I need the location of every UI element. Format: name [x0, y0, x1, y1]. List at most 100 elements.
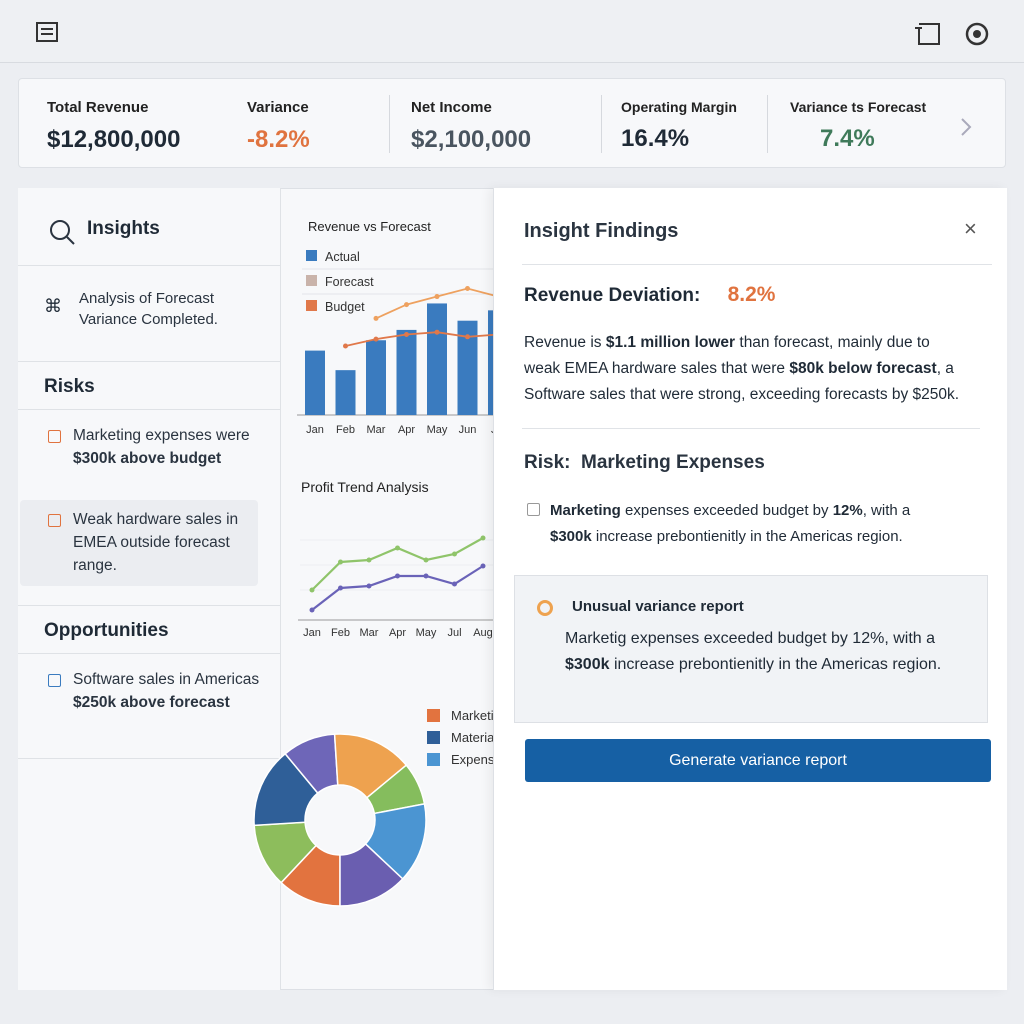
text-run: increase prebontienitly in the Americas …	[591, 528, 903, 545]
text-run: Software sales in Americas	[73, 671, 260, 688]
text-run: , with a	[862, 502, 911, 519]
opp-header: Opportunities	[18, 605, 280, 653]
window-icon[interactable]	[914, 22, 942, 46]
x-tick-label: Mar	[367, 424, 386, 436]
text-run: Marketig expenses exceeded budget by 12%…	[565, 630, 936, 647]
x-tick-label: Apr	[398, 424, 415, 436]
text-run: , a Software sales that were strong, exc…	[524, 360, 960, 403]
deviation-value: 8.2%	[727, 283, 776, 306]
text-run: expenses exceeded budget by	[620, 502, 833, 519]
next-arrow[interactable]	[959, 117, 973, 137]
text-run: $80k below forecast	[789, 360, 937, 377]
point	[309, 607, 315, 613]
point	[480, 563, 486, 569]
point	[434, 329, 440, 335]
opp-item: Software sales in Americas $250k above f…	[18, 653, 280, 759]
point	[465, 334, 470, 340]
point	[423, 557, 429, 563]
kpi: Total Revenue $12,800,000	[47, 99, 180, 154]
menu-icon[interactable]	[36, 22, 60, 44]
generate-button[interactable]: Generate variance report	[525, 739, 991, 782]
legend-swatch	[306, 250, 317, 261]
point	[366, 583, 372, 589]
kpi-label: Net Income	[411, 99, 492, 116]
kpi-value: $2,100,000	[411, 126, 532, 153]
x-tick-label: Jul	[447, 627, 461, 639]
risk-item: Marketing expenses were $300k above budg…	[18, 409, 280, 489]
kpi-value: -8.2%	[247, 126, 310, 153]
risk-item-selected[interactable]: Weak hardware sales in EMEA outside fore…	[20, 500, 258, 586]
line	[311, 565, 484, 611]
divider	[280, 188, 281, 990]
kpi: Operating Margin 16.4%	[621, 99, 737, 153]
point	[404, 302, 409, 308]
text-run: 12%	[832, 502, 863, 519]
x-tick-label: Feb	[331, 627, 350, 639]
top-bar	[0, 0, 1024, 63]
line	[345, 331, 499, 347]
alert-icon	[537, 600, 553, 616]
status-row: ⌘ Analysis of Forecast Variance Complete…	[18, 265, 280, 361]
kpi: Variance ts Forecast 7.4%	[790, 99, 926, 153]
risk-text: Marketing expenses were $300k above budg…	[73, 424, 263, 470]
search-icon	[50, 220, 75, 245]
point	[434, 294, 440, 300]
bar	[366, 340, 386, 415]
kpi-label: Variance ts Forecast	[790, 99, 927, 115]
kpi-bar: Total Revenue $12,800,000 Variance -8.2% N…	[18, 78, 1006, 168]
legend-label: Actual	[325, 250, 360, 264]
bar	[427, 303, 447, 415]
x-tick-label: May	[427, 424, 448, 436]
risks-title: Risks	[44, 376, 95, 397]
point	[338, 585, 343, 591]
panel-title: Insight Findings	[524, 220, 679, 242]
point	[480, 535, 486, 541]
point	[338, 559, 343, 565]
x-tick-label: Mar	[360, 627, 379, 639]
legend-label: Materials	[451, 730, 504, 745]
opp-text: Software sales in Americas $250k above f…	[73, 668, 263, 714]
kpi: Net Income $2,100,000	[411, 99, 531, 154]
point	[395, 545, 400, 551]
bar	[457, 320, 478, 415]
bar	[335, 370, 356, 415]
text-run: $300k above budget	[73, 450, 222, 467]
text-run: $300k	[565, 656, 610, 673]
legend-label: Forecast	[325, 275, 374, 289]
text-run: $250k above forecast	[73, 694, 230, 711]
text-run: $300k	[550, 528, 592, 545]
kpi-label: Total Revenue	[47, 99, 149, 116]
x-tick-label: May	[416, 627, 437, 639]
x-tick-label: Apr	[389, 627, 406, 639]
point	[343, 343, 348, 349]
kpi-value: 16.4%	[621, 125, 690, 152]
text-run: Weak hardware sales in EMEA outside fore…	[73, 511, 239, 574]
text-run: $1.1 million lower	[605, 334, 736, 351]
point	[423, 573, 429, 579]
status-icon: ⌘	[44, 296, 62, 316]
point	[373, 315, 379, 321]
text-run: than forecast, mainly due to weak EMEA h…	[524, 334, 930, 377]
text-run: increase prebontienitly in the Americas …	[609, 656, 942, 673]
kpi-value: 7.4%	[820, 125, 875, 152]
risk-title: Risk: Marketing Expenses	[524, 452, 765, 473]
chart-title: Profit Trend Analysis	[301, 479, 429, 495]
point	[465, 286, 470, 291]
deviation: Revenue Deviation: 8.2%	[524, 283, 775, 307]
point	[452, 551, 457, 557]
settings-icon[interactable]	[964, 21, 990, 47]
close-button[interactable]: ×	[964, 216, 977, 241]
x-tick-label: Feb	[336, 424, 355, 436]
kpi-value: $12,800,000	[47, 126, 181, 153]
point	[309, 587, 315, 593]
kpi-label: Variance	[247, 99, 309, 116]
legend-swatch	[427, 731, 440, 744]
card-title: Unusual variance report	[572, 598, 744, 615]
legend-swatch	[306, 275, 317, 286]
checkbox[interactable]	[527, 503, 540, 516]
x-tick-label: Jan	[303, 627, 321, 639]
legend-label: Budget	[325, 300, 365, 314]
bar	[305, 350, 325, 415]
